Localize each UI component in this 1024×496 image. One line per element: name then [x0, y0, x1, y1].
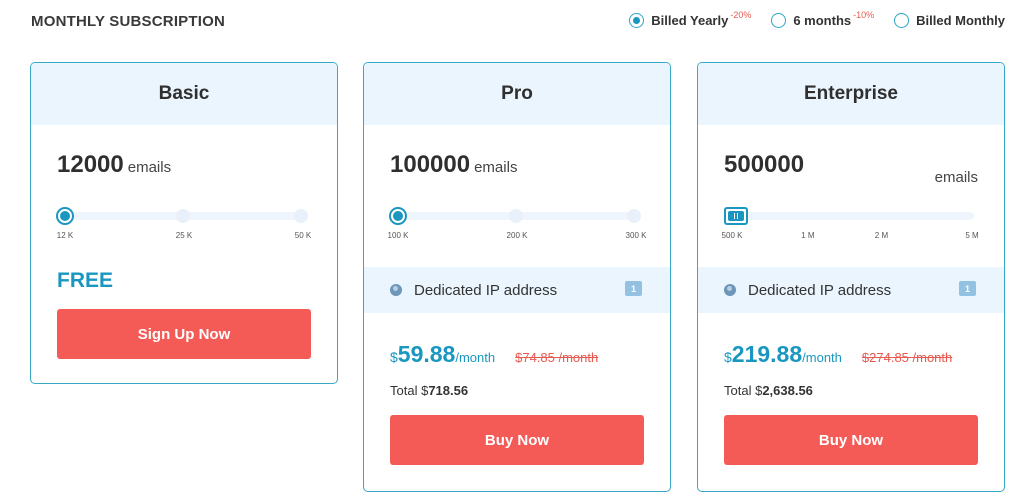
price-period: /month: [455, 350, 496, 365]
tick-label: 12 K: [56, 231, 74, 240]
email-volume-slider[interactable]: [389, 206, 642, 226]
slider-handle[interactable]: [389, 207, 407, 225]
slider-stop[interactable]: [627, 209, 641, 223]
discount-badge: -20%: [730, 9, 752, 20]
plan-card-basic: Basic 12000 emails 12 K 25 K 50 K FREE S…: [30, 62, 338, 384]
feature-dedicated-ip: Dedicated IP address 1: [364, 267, 670, 313]
slider-stop[interactable]: [294, 209, 308, 223]
feature-label: Dedicated IP address: [414, 281, 558, 299]
slider-stop[interactable]: [509, 209, 523, 223]
globe-icon: [724, 284, 736, 296]
tick-label: 5 M: [965, 231, 979, 240]
radio-icon[interactable]: [771, 13, 787, 28]
email-unit: emails: [127, 159, 172, 176]
price-period: /month: [802, 350, 842, 365]
email-volume: 100000 emails: [390, 151, 517, 179]
feature-dedicated-ip: Dedicated IP address 1: [698, 267, 1004, 313]
tick-label: 50 K: [294, 231, 312, 240]
old-price: $274.85 /month: [861, 350, 953, 365]
feature-count-badge: 1: [959, 281, 976, 296]
email-volume-slider[interactable]: [724, 206, 976, 226]
total-value: 718.56: [428, 383, 469, 398]
total-label: Total $: [724, 383, 763, 398]
total-price: Total $2,638.56: [724, 383, 813, 398]
billing-toggle: Billed Yearly -20% 6 months -10% Billed …: [609, 9, 1005, 28]
billing-option-label: 6 months: [793, 13, 852, 28]
billing-option-6-months[interactable]: 6 months -10%: [771, 9, 875, 28]
plan-name: Enterprise: [698, 63, 1004, 125]
price-amount: 219.88: [731, 341, 803, 367]
feature-label: Dedicated IP address: [748, 281, 892, 299]
price: $ 219.88 /month $274.85 /month: [724, 341, 952, 368]
email-volume-slider[interactable]: [56, 206, 309, 226]
total-value: 2,638.56: [762, 383, 813, 398]
slider-ticks: 12 K 25 K 50 K: [57, 231, 311, 243]
radio-icon[interactable]: [894, 13, 910, 28]
plan-name: Basic: [31, 63, 337, 125]
tick-label: 500 K: [721, 231, 743, 240]
currency-symbol: $: [724, 349, 732, 365]
email-unit: emails: [934, 169, 978, 186]
slider-ticks: 100 K 200 K 300 K: [387, 231, 647, 243]
billing-option-monthly[interactable]: Billed Monthly: [894, 13, 1005, 28]
tick-label: 100 K: [387, 231, 409, 240]
slider-handle[interactable]: [724, 207, 748, 225]
page-title: MONTHLY SUBSCRIPTION: [31, 13, 226, 30]
price: $ 59.88 /month $74.85 /month: [390, 341, 598, 368]
tick-label: 200 K: [506, 231, 528, 240]
plan-card-enterprise: Enterprise 500000 emails 500 K 1 M 2 M 5…: [697, 62, 1005, 492]
tick-label: 25 K: [175, 231, 193, 240]
email-count: 12000: [57, 151, 124, 178]
buy-now-button[interactable]: Buy Now: [390, 415, 644, 465]
billing-option-yearly[interactable]: Billed Yearly -20%: [629, 9, 752, 28]
plan-card-pro: Pro 100000 emails 100 K 200 K 300 K Dedi…: [363, 62, 671, 492]
email-volume: 500000: [724, 151, 804, 179]
slider-ticks: 500 K 1 M 2 M 5 M: [721, 231, 979, 243]
total-price: Total $718.56: [390, 383, 468, 398]
email-count: 100000: [390, 151, 471, 178]
old-price: $74.85 /month: [515, 350, 599, 365]
billing-option-label: Billed Monthly: [916, 13, 1005, 28]
tick-label: 2 M: [874, 231, 889, 240]
sign-up-button[interactable]: Sign Up Now: [57, 309, 311, 359]
slider-track[interactable]: [726, 212, 974, 220]
email-unit: emails: [474, 159, 518, 176]
tick-label: 1 M: [801, 231, 815, 240]
slider-stop[interactable]: [176, 209, 190, 223]
billing-option-label: Billed Yearly: [651, 13, 729, 28]
email-volume: 12000 emails: [57, 151, 171, 179]
price-amount: 59.88: [397, 341, 456, 367]
discount-badge: -10%: [853, 9, 875, 20]
total-label: Total $: [390, 383, 429, 398]
buy-now-button[interactable]: Buy Now: [724, 415, 978, 465]
radio-selected-icon[interactable]: [629, 13, 645, 28]
currency-symbol: $: [390, 349, 398, 365]
feature-count-badge: 1: [625, 281, 642, 296]
price-free: FREE: [57, 269, 114, 292]
slider-handle[interactable]: [56, 207, 74, 225]
globe-icon: [390, 284, 402, 296]
tick-label: 300 K: [625, 231, 647, 240]
plan-name: Pro: [364, 63, 670, 125]
email-count: 500000: [724, 151, 805, 178]
